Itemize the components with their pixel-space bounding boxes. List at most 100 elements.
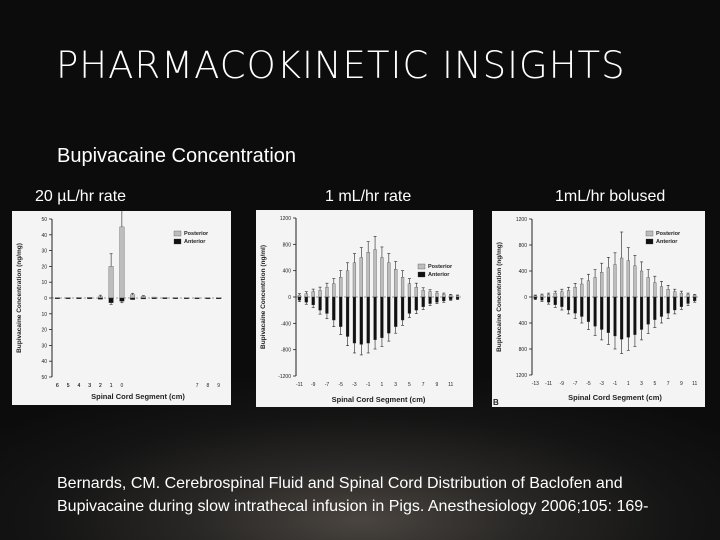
x-tick-label: 4 (77, 383, 80, 389)
x-tick-label: -9 (311, 382, 316, 388)
x-tick-label: 7 (196, 383, 199, 389)
legend-label-anterior: Anterior (428, 272, 450, 278)
x-tick-label: 4 (77, 383, 80, 389)
x-tick-label: 6 (56, 383, 59, 389)
bar-anterior (540, 296, 544, 301)
x-tick-label: -1 (366, 382, 371, 388)
bar-anterior (325, 296, 329, 314)
bar-anterior (613, 296, 617, 337)
x-tick-label: 5 (408, 382, 411, 388)
bar-anterior (686, 296, 690, 304)
y-tick-label: 30 (41, 343, 47, 349)
bar-anterior (560, 296, 564, 307)
bar-anterior (345, 296, 350, 337)
x-tick-label: 2 (99, 383, 102, 389)
y-tick-label: 10 (41, 312, 47, 318)
bar-anterior (633, 296, 637, 335)
x-tick-label: 3 (88, 383, 91, 389)
bar-anterior (318, 296, 322, 311)
y-tick-label: 20 (41, 264, 47, 270)
x-tick-label: 6 (56, 383, 59, 389)
x-tick-label: -5 (338, 382, 343, 388)
bar-anterior (626, 296, 630, 338)
bar-posterior (455, 295, 460, 298)
bar-anterior (600, 296, 604, 330)
bar-anterior (693, 296, 697, 302)
slide-title: PHARMACOKINETIC INSIGHTS (56, 44, 626, 87)
y-tick-label: 400 (283, 269, 292, 275)
bar-posterior (679, 292, 683, 298)
y-tick-label: 800 (283, 242, 292, 248)
x-tick-label: 0 (120, 383, 123, 389)
y-tick-label: 30 (41, 249, 47, 255)
bar-posterior (387, 262, 391, 298)
y-axis-label: Bupivacaine Concentration (ng/mg) (16, 243, 23, 353)
bar-posterior (553, 292, 557, 298)
y-tick-label: -400 (281, 321, 291, 327)
x-tick-label: -3 (352, 382, 357, 388)
y-tick-label: 50 (41, 217, 47, 223)
bar-posterior (646, 277, 650, 298)
slide-subtitle: Bupivacaine Concentration (57, 145, 297, 167)
chart-caption-2: 1 mL/hr rate (325, 188, 412, 205)
bar-anterior (547, 296, 551, 303)
y-tick-label: -800 (281, 348, 291, 354)
y-tick-label: 10 (41, 280, 47, 286)
bar-anterior (97, 297, 103, 300)
bar-posterior (442, 294, 446, 298)
bar-anterior (435, 296, 439, 303)
bar-anterior (653, 296, 657, 320)
bar-anterior (646, 296, 650, 325)
bar-anterior (620, 296, 624, 340)
bar-anterior (332, 296, 336, 321)
bar-posterior (547, 294, 551, 298)
y-tick-label: 1200 (516, 373, 527, 379)
bar-posterior (540, 294, 544, 298)
chart-caption-3: 1mL/hr bolused (555, 188, 666, 205)
bar-posterior (97, 296, 103, 299)
x-tick-label: 11 (692, 381, 697, 387)
bar-anterior (140, 297, 146, 300)
bar-posterior (359, 257, 363, 298)
bar-posterior (119, 226, 125, 299)
chart-panel-2: 1200 800 400 0 -400 -800 -1200 -11 -9 -7 -5 -3 -1 1 3 5… (256, 210, 473, 407)
bar-posterior (311, 291, 315, 298)
bar-anterior (65, 297, 71, 299)
x-tick-label: -11 (296, 382, 303, 388)
y-tick-label: 0 (288, 295, 291, 301)
bar-posterior (366, 252, 370, 298)
legend-swatch-posterior (645, 230, 654, 237)
bar-anterior (162, 297, 168, 299)
x-tick-label: -5 (586, 381, 591, 387)
x-tick-label: -7 (573, 381, 578, 387)
x-tick-label: 2 (99, 383, 102, 389)
x-tick-label: 3 (640, 381, 643, 387)
bar-anterior (387, 296, 391, 334)
bar-anterior (366, 296, 370, 344)
citation-line-1: Bernards, CM. Cerebrospinal Fluid and Sp… (57, 475, 623, 492)
bar-posterior (345, 270, 350, 298)
bar-anterior (428, 296, 432, 304)
x-tick-label: 1 (627, 381, 630, 387)
bar-anterior (455, 296, 460, 300)
x-tick-label: 5 (653, 381, 656, 387)
y-tick-label: -1200 (278, 374, 291, 380)
bar-anterior (394, 296, 398, 327)
bar-posterior (428, 291, 432, 298)
chart-panel-3: 1200 800 400 0 400 800 1200 -13 -11 -9 -7 -5 -3 -1 1 3 5… (492, 211, 705, 407)
x-tick-label: 9 (680, 381, 683, 387)
bar-anterior (119, 297, 125, 302)
bar-posterior (613, 264, 617, 298)
x-tick-label: 5 (67, 383, 70, 389)
bar-anterior (359, 296, 363, 345)
bar-anterior (151, 297, 157, 299)
bar-anterior (205, 297, 211, 299)
bar-posterior (666, 289, 670, 298)
chart-caption-1: 20 µL/hr rate (35, 188, 127, 205)
x-tick-label: 7 (667, 381, 670, 387)
bar-posterior (449, 294, 453, 298)
legend-label-posterior: Posterior (428, 264, 453, 270)
bar-anterior (54, 297, 60, 299)
